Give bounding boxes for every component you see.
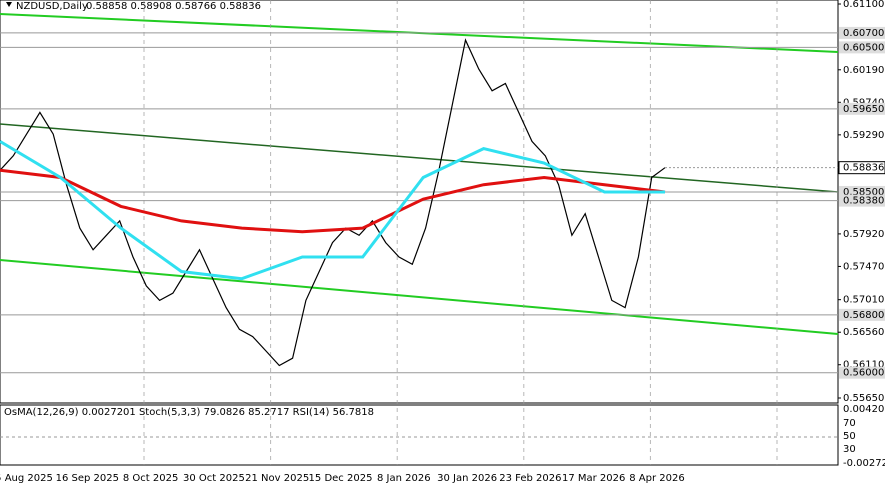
x-tick-label: 16 Sep 2025 (56, 473, 119, 484)
price-box (839, 26, 885, 39)
price-line (0, 140, 665, 281)
y-tick-label: 0.59650 (843, 104, 884, 115)
channel-line (0, 123, 839, 193)
x-tick-label: 30 Jan 2026 (437, 473, 497, 484)
y-tick-label: 0.56800 (843, 310, 884, 321)
x-tick-label: 15 Dec 2025 (309, 473, 373, 484)
y-tick-label: 0.56560 (843, 327, 884, 338)
y-tick-label: 0.57470 (843, 261, 884, 272)
y-tick-label: 0.59740 (843, 97, 884, 108)
price-box (838, 161, 885, 175)
x-tick-label: 8 Jan 2026 (377, 473, 431, 484)
x-tick-label: 5 Aug 2025 (0, 473, 53, 484)
oscillator-panel (0, 404, 839, 466)
price-line (0, 168, 666, 234)
x-tick-label: 21 Nov 2025 (245, 473, 309, 484)
symbol: NZDUSD,Daily (16, 1, 88, 12)
oscillator-label: 70 (843, 418, 856, 429)
x-tick-label: 30 Oct 2025 (183, 473, 245, 484)
oscillator-label: 30 (843, 444, 856, 455)
y-tick-label: 0.58836 (843, 163, 884, 174)
price-box (839, 41, 885, 54)
y-tick-label: 0.61100 (843, 0, 884, 10)
oscillator-label: -0.002729 (843, 458, 885, 469)
y-tick-label: 0.60700 (843, 28, 884, 39)
y-tick-label: 0.59290 (843, 130, 884, 141)
y-tick-label: 0.56110 (843, 360, 884, 371)
y-tick-label: 0.60500 (843, 42, 884, 53)
y-tick-label: 0.55650 (843, 393, 884, 404)
x-tick-label: 17 Mar 2026 (562, 473, 625, 484)
price-line (0, 38, 666, 367)
x-tick-label: 8 Apr 2026 (629, 473, 684, 484)
price-box (839, 308, 885, 321)
y-tick-label: 0.57010 (843, 295, 884, 306)
oscillator-label: 0.004200 (843, 404, 885, 415)
price-box (839, 194, 885, 207)
price-box (839, 102, 885, 115)
oscillator-title: OsMA(12,26,9) 0.0027201 Stoch(5,3,3) 79.… (4, 407, 374, 418)
menu-arrow (6, 2, 12, 7)
y-tick-label: 0.58500 (843, 187, 884, 198)
y-tick-label: 0.56000 (843, 368, 884, 379)
y-tick-label: 0.60190 (843, 65, 884, 76)
ohlc: 0.58858 0.58908 0.58766 0.58836 (86, 1, 261, 12)
y-tick-label: 0.58380 (843, 196, 884, 207)
x-tick-label: 8 Oct 2025 (123, 473, 178, 484)
oscillator-label: 50 (843, 431, 856, 442)
x-tick-label: 23 Feb 2026 (499, 473, 561, 484)
y-tick-label: 0.57920 (843, 229, 884, 240)
price-box (839, 366, 885, 379)
